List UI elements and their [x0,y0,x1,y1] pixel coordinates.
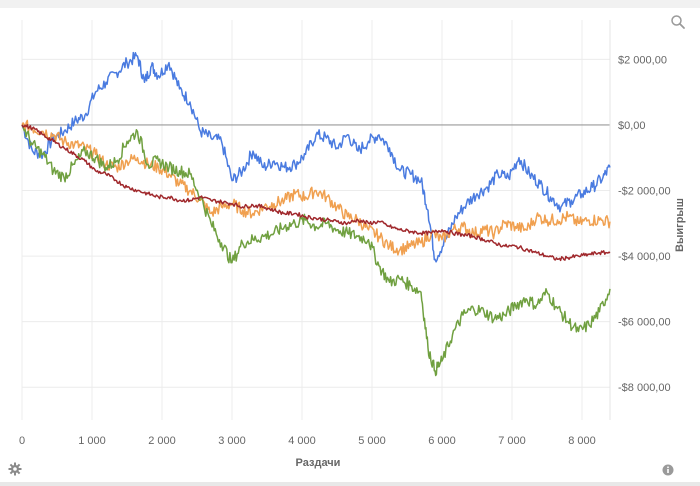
chart-series [21,51,611,377]
x-tick-label: 0 [19,435,25,447]
window-top-strip [0,0,700,8]
info-icon[interactable] [662,463,674,476]
x-axis-ticks: 0 1 000 2 000 3 000 4 000 5 000 6 000 7 000 8 00… [19,435,596,447]
chart-grid [21,20,611,420]
series-line-4 [21,124,611,262]
x-tick-label: 8 000 [568,435,596,447]
y-axis-title: Выигрыш [674,198,686,252]
window-bottom-strip [0,482,700,486]
x-tick-label: 7 000 [498,435,526,447]
y-tick-label: $0,00 [618,120,646,132]
gear-icon[interactable] [8,462,22,476]
series-line-2 [21,119,611,256]
series-line-3 [21,124,611,377]
x-tick-label: 3 000 [218,435,246,447]
y-tick-label: $2 000,00 [618,54,667,66]
y-tick-label: -$4 000,00 [618,251,671,263]
x-tick-label: 2 000 [148,435,176,447]
magnifier-icon[interactable] [670,14,686,30]
y-tick-label: -$6 000,00 [618,317,671,329]
y-axis-ticks: $2 000,00 $0,00 -$2 000,00 -$4 000,00 -$6 00… [618,54,671,394]
y-tick-label: -$8 000,00 [618,382,671,394]
x-axis-title: Раздачи [296,457,341,469]
x-tick-label: 1 000 [78,435,106,447]
x-tick-label: 5 000 [358,435,386,447]
y-tick-label: -$2 000,00 [618,185,671,197]
series-line-1 [21,51,611,263]
x-tick-label: 4 000 [288,435,316,447]
x-tick-label: 6 000 [428,435,456,447]
